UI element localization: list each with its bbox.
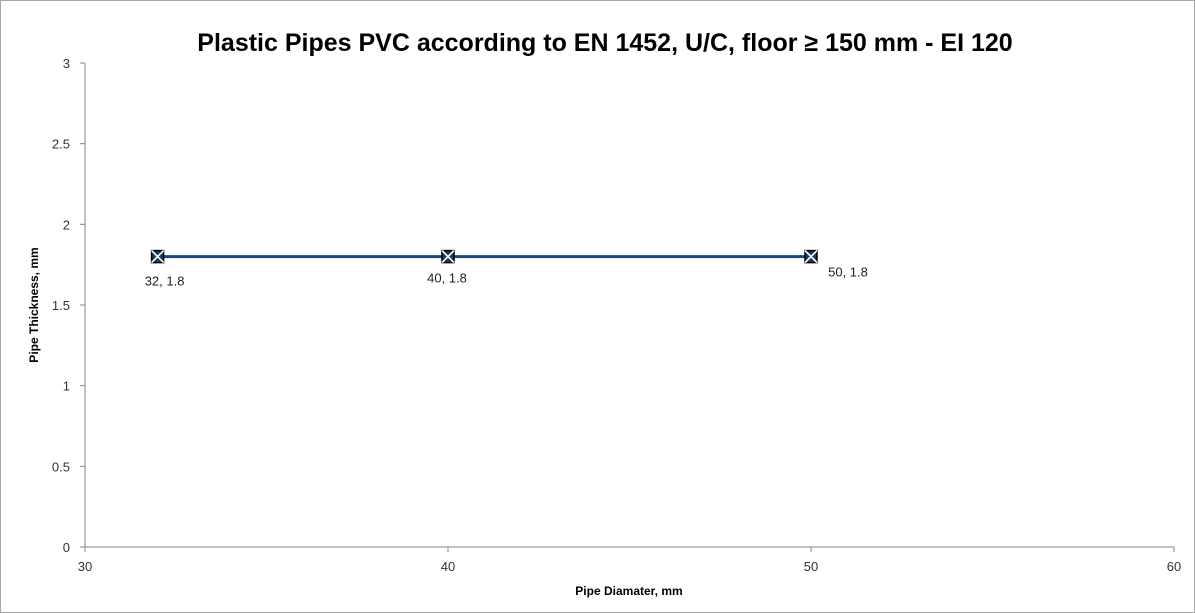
data-point-marker bbox=[150, 249, 165, 264]
y-tick-label: 2.5 bbox=[52, 137, 70, 152]
y-tick-label: 3 bbox=[63, 56, 70, 71]
y-tick-label: 1.5 bbox=[52, 298, 70, 313]
x-tick-label: 40 bbox=[441, 559, 455, 574]
series-layer: 32, 1.8 40, 1.8 50, 1.8 bbox=[145, 249, 868, 289]
x-tick-label: 50 bbox=[804, 559, 818, 574]
data-label: 40, 1.8 bbox=[427, 271, 467, 286]
y-axis-title: Pipe Thickness, mm bbox=[27, 247, 41, 362]
y-tick-label: 0.5 bbox=[52, 459, 70, 474]
data-label: 32, 1.8 bbox=[145, 274, 185, 289]
x-ticks: 30 40 50 60 bbox=[78, 547, 1181, 574]
chart-title: Plastic Pipes PVC according to EN 1452, … bbox=[197, 29, 1012, 57]
data-point-marker bbox=[441, 249, 455, 264]
y-tick-label: 0 bbox=[63, 540, 70, 555]
x-tick-label: 30 bbox=[78, 559, 92, 574]
data-label: 50, 1.8 bbox=[828, 265, 868, 280]
x-axis-title: Pipe Diamater, mm bbox=[575, 584, 682, 598]
x-tick-label: 60 bbox=[1167, 559, 1181, 574]
y-ticks: 0 0.5 1 1.5 2 2.5 3 bbox=[52, 56, 85, 555]
y-tick-label: 2 bbox=[63, 217, 70, 232]
data-point-marker bbox=[804, 249, 818, 264]
y-tick-label: 1 bbox=[63, 379, 70, 394]
